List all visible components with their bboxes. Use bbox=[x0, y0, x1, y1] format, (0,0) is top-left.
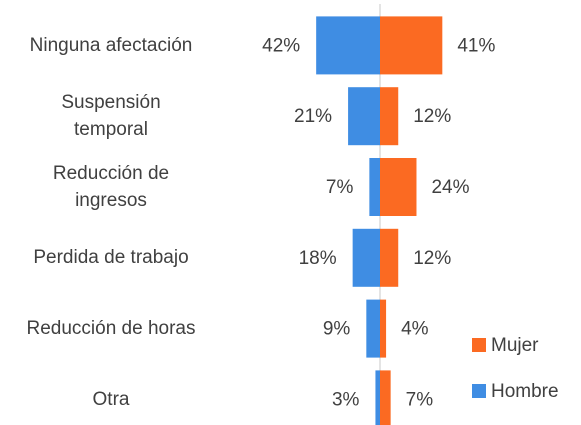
value-label: 41% bbox=[457, 35, 495, 56]
category-text: Perdida de trabajo bbox=[33, 247, 189, 269]
value-label: 21% bbox=[294, 106, 332, 127]
bar bbox=[380, 16, 443, 75]
bar bbox=[352, 228, 380, 287]
value-label: 12% bbox=[413, 106, 451, 127]
category-text: Reducción de horas bbox=[26, 318, 196, 340]
category-label: Suspensión temporal bbox=[0, 81, 222, 151]
value-label: 7% bbox=[406, 389, 434, 410]
value-label: 24% bbox=[431, 177, 469, 198]
category-text: Ninguna afectación bbox=[29, 34, 193, 56]
bar bbox=[375, 370, 380, 425]
category-text: Reducción de ingresos bbox=[52, 163, 170, 211]
category-label: Reducción de ingresos bbox=[0, 152, 222, 222]
value-label: 3% bbox=[332, 389, 360, 410]
bar bbox=[348, 87, 380, 146]
legend-label: Mujer bbox=[491, 335, 539, 356]
bar bbox=[380, 299, 387, 358]
legend-swatch bbox=[472, 384, 486, 398]
bar bbox=[380, 228, 399, 287]
bar bbox=[380, 158, 417, 216]
value-label: 9% bbox=[323, 319, 351, 340]
value-label: 42% bbox=[262, 35, 300, 56]
value-label: 4% bbox=[401, 319, 429, 340]
value-label: 7% bbox=[326, 177, 354, 198]
value-label: 12% bbox=[413, 248, 451, 269]
category-label: Otra bbox=[0, 364, 222, 425]
legend-label: Hombre bbox=[491, 381, 559, 402]
category-label: Reducción de horas bbox=[0, 294, 222, 364]
category-label: Perdida de trabajo bbox=[0, 223, 222, 293]
category-text: Otra bbox=[92, 388, 130, 410]
bar bbox=[369, 158, 380, 216]
bar bbox=[380, 87, 399, 146]
bar bbox=[366, 299, 380, 358]
value-label: 18% bbox=[299, 248, 337, 269]
bar bbox=[380, 370, 391, 425]
category-text: Suspensión temporal bbox=[61, 92, 161, 141]
legend-swatch bbox=[472, 338, 486, 352]
category-label: Ninguna afectación bbox=[0, 10, 222, 80]
bar bbox=[316, 16, 380, 75]
